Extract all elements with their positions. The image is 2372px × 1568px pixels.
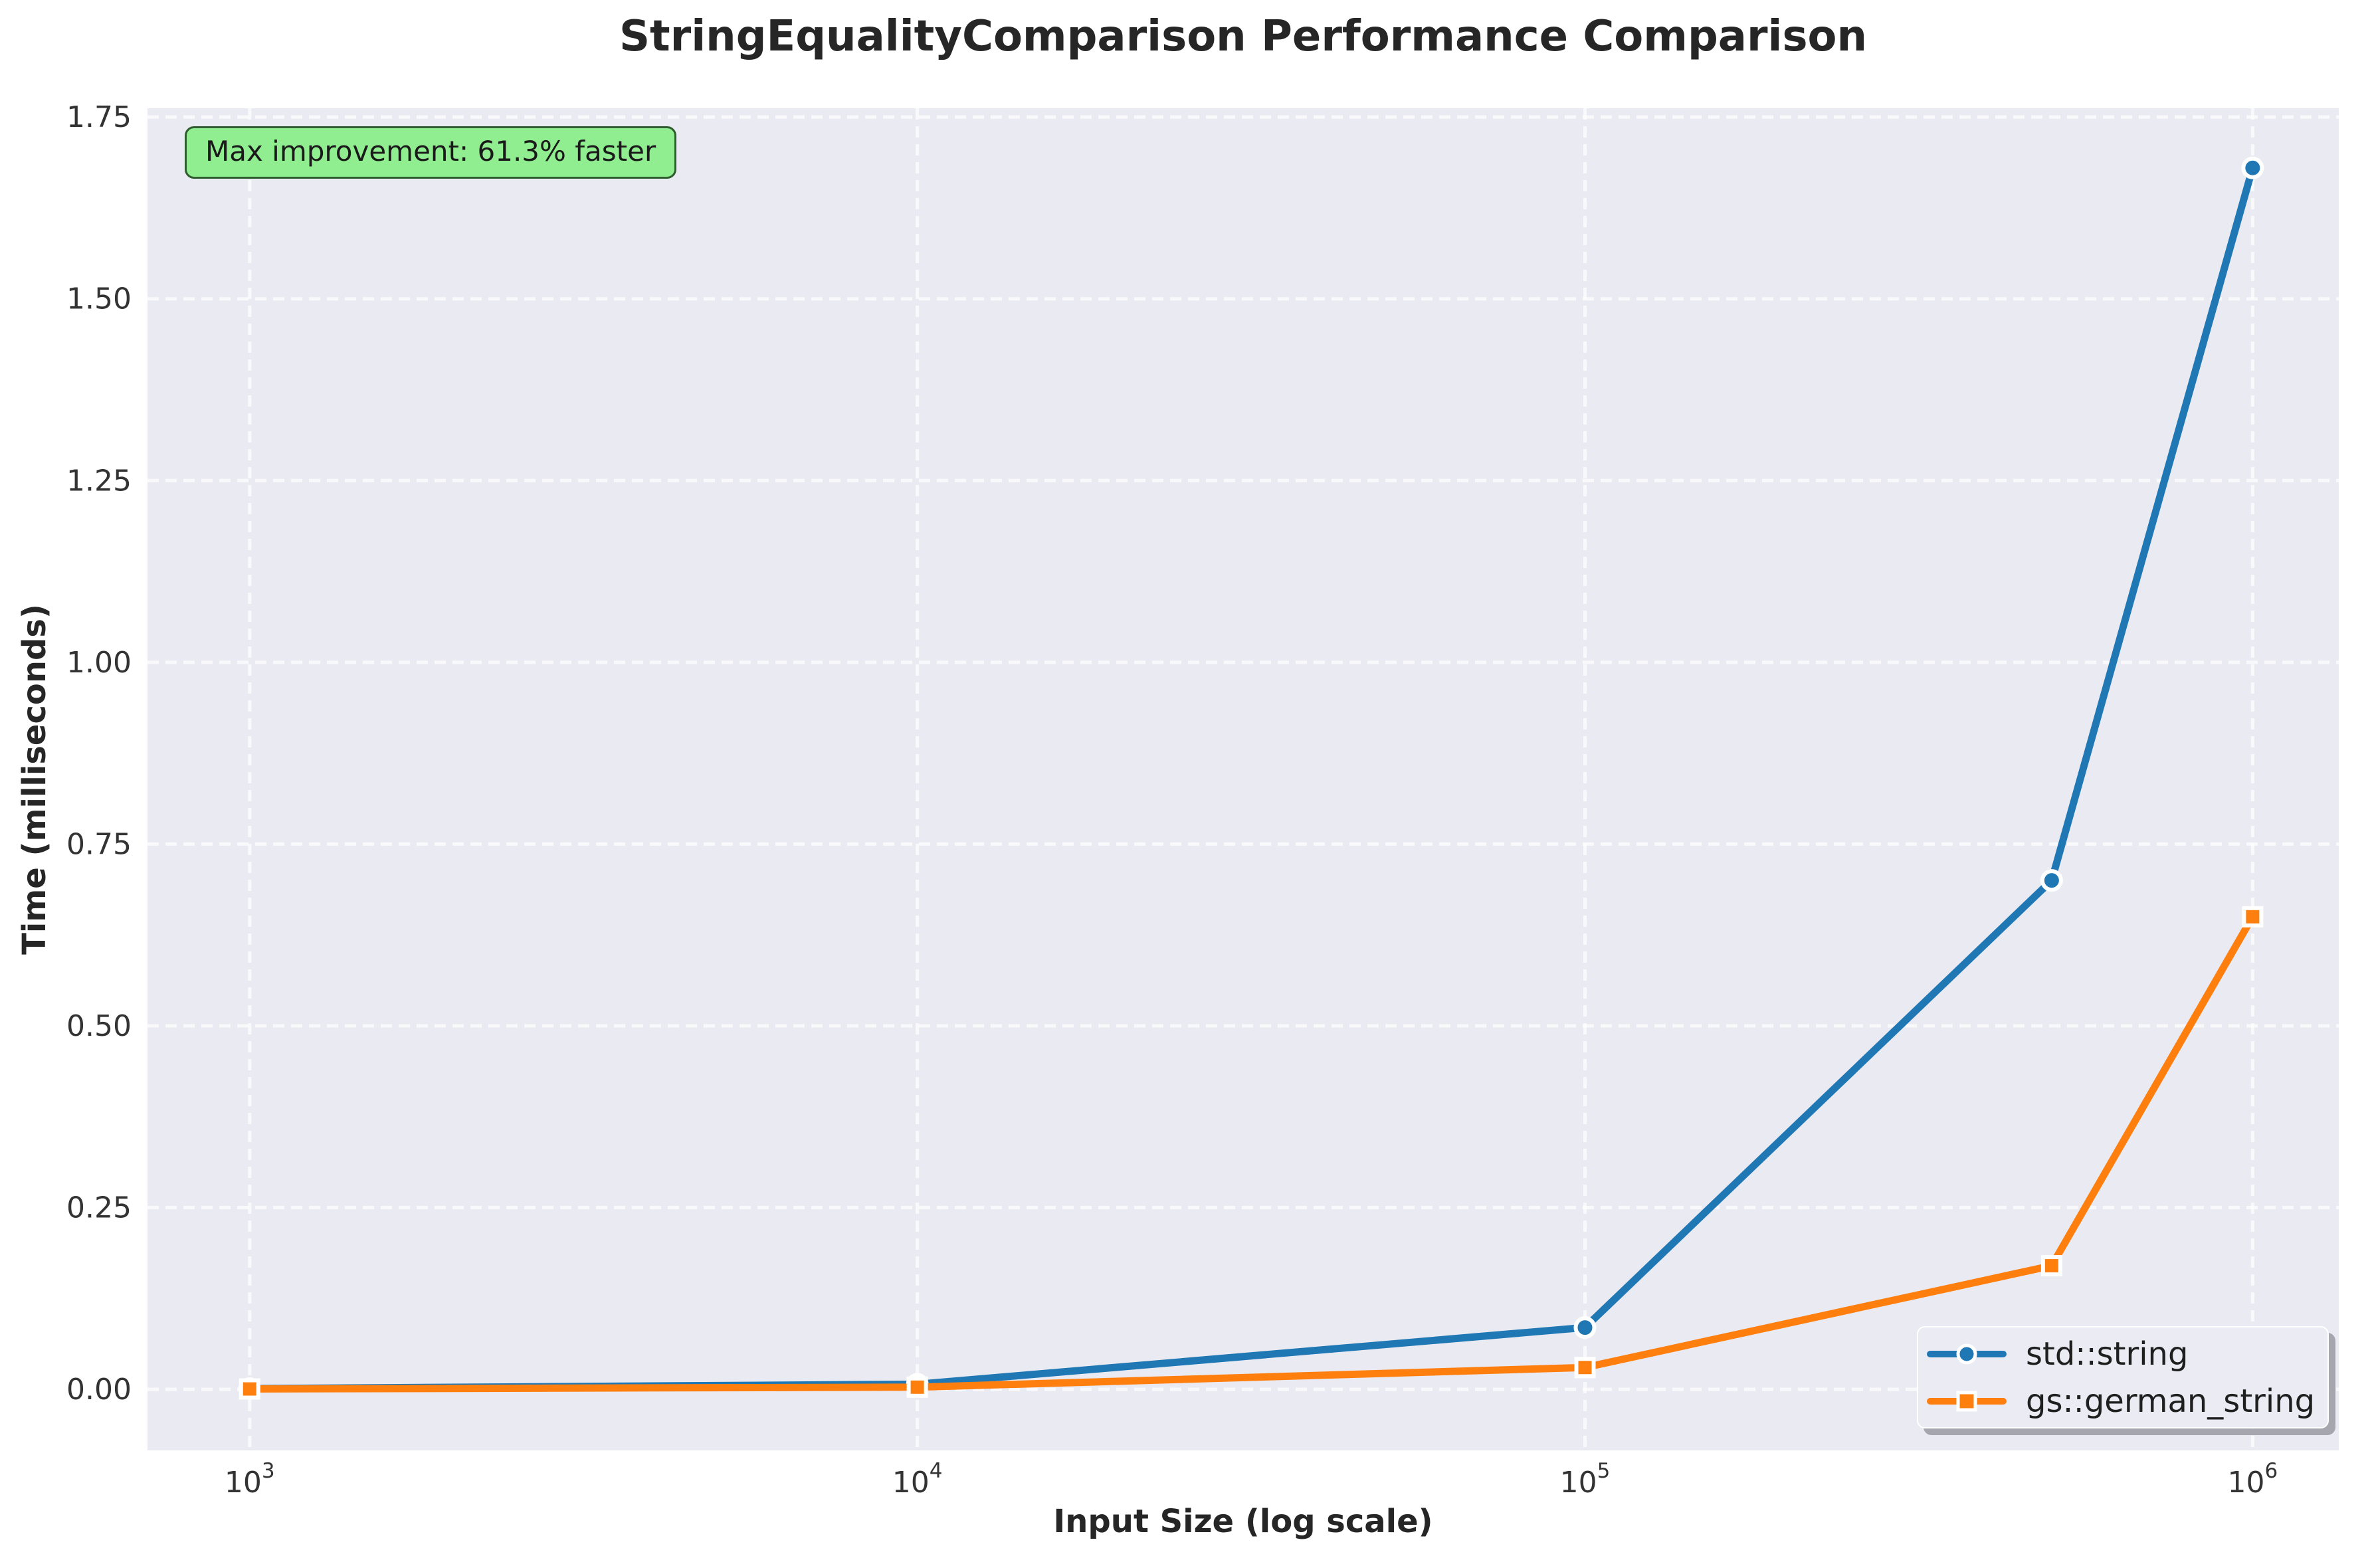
data-point-gs-german-string: [2242, 906, 2264, 928]
legend-label-gs-german-string: gs::german_string: [2026, 1382, 2316, 1420]
x-tick-label: 105: [1560, 1459, 1611, 1500]
legend-item-gs-german-string: gs::german_string: [1926, 1379, 2321, 1423]
square-marker-swatch: [1927, 1391, 2007, 1411]
data-point-std-string: [1573, 1316, 1597, 1339]
y-tick-label: 1.75: [66, 100, 132, 134]
legend-item-std-string: std::string: [1926, 1331, 2321, 1376]
x-tick-label: 104: [892, 1459, 943, 1500]
data-point-std-string: [2241, 156, 2264, 179]
y-tick-label: 0.50: [66, 1009, 132, 1043]
y-axis-label: Time (milliseconds): [16, 604, 53, 955]
y-tick-label: 1.25: [66, 464, 132, 498]
data-point-std-string: [2040, 869, 2063, 892]
max-improvement-annotation: Max improvement: 61.3% faster: [185, 126, 677, 179]
x-axis-label: Input Size (log scale): [1053, 1503, 1433, 1540]
plot-area: [148, 108, 2339, 1450]
data-point-gs-german-string: [1574, 1357, 1596, 1379]
y-tick-label: 0.75: [66, 827, 132, 861]
y-tick-labels: 0.00 0.25 0.50 0.75 1.00 1.25 1.50 1.75: [66, 100, 132, 1407]
y-tick-label: 1.50: [66, 282, 132, 316]
x-tick-label: 106: [2228, 1459, 2278, 1500]
x-tick-labels: 103 104 105 106: [225, 1459, 2278, 1500]
circle-marker-swatch: [1927, 1343, 2007, 1364]
legend-label-std-string: std::string: [2026, 1335, 2189, 1373]
chart-title: StringEqualityComparison Performance Com…: [619, 12, 1868, 61]
data-point-gs-german-string: [239, 1378, 260, 1400]
data-point-gs-german-string: [2040, 1255, 2062, 1277]
x-tick-label: 103: [225, 1459, 275, 1500]
series-gs-german-string: [239, 906, 2264, 1400]
y-tick-label: 0.00: [66, 1373, 132, 1407]
data-point-gs-german-string: [906, 1376, 928, 1398]
y-tick-label: 1.00: [66, 646, 132, 680]
y-tick-label: 0.25: [66, 1191, 132, 1225]
